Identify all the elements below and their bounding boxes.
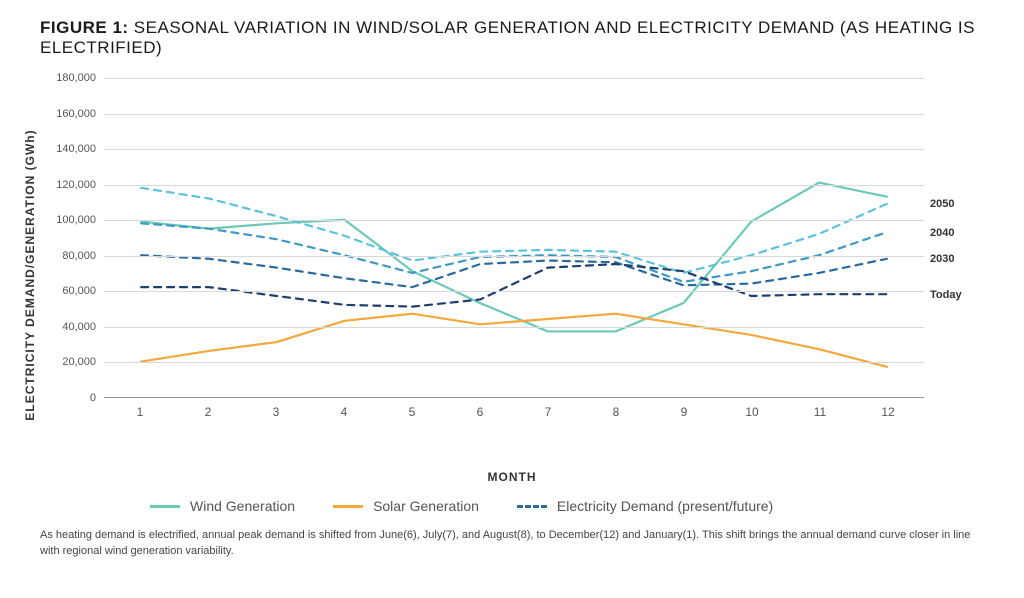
series-solar: [141, 314, 887, 367]
x-tick: 2: [205, 397, 212, 419]
gridline: [104, 220, 924, 221]
legend-label: Electricity Demand (present/future): [557, 498, 773, 514]
x-tick: 1: [137, 397, 144, 419]
y-axis-label: ELECTRICITY DEMAND/GENERATION (GWh): [23, 129, 37, 420]
gridline: [104, 114, 924, 115]
gridline: [104, 291, 924, 292]
chart-lines: [104, 78, 924, 397]
gridline: [104, 149, 924, 150]
gridline: [104, 327, 924, 328]
x-tick: 3: [273, 397, 280, 419]
y-tick: 140,000: [56, 143, 104, 155]
gridline: [104, 256, 924, 257]
x-tick: 10: [745, 397, 758, 419]
legend-item: Solar Generation: [333, 498, 479, 514]
series-end-label-demand_today: Today: [924, 289, 962, 301]
x-tick: 8: [613, 397, 620, 419]
y-tick: 60,000: [62, 285, 104, 297]
legend-swatch: [517, 505, 547, 508]
x-axis-label: MONTH: [488, 470, 537, 484]
x-tick: 4: [341, 397, 348, 419]
legend-label: Solar Generation: [373, 498, 479, 514]
series-demand_2030: [141, 255, 887, 287]
figure-title-text: SEASONAL VARIATION IN WIND/SOLAR GENERAT…: [40, 18, 975, 57]
series-demand_today: [141, 264, 887, 307]
series-end-label-demand_2050: 2050: [924, 198, 954, 210]
gridline: [104, 185, 924, 186]
x-tick: 5: [409, 397, 416, 419]
y-tick: 20,000: [62, 356, 104, 368]
legend-label: Wind Generation: [190, 498, 295, 514]
legend-swatch: [150, 505, 180, 508]
y-tick: 160,000: [56, 108, 104, 120]
y-tick: 100,000: [56, 214, 104, 226]
caption: As heating demand is electrified, annual…: [40, 528, 984, 560]
x-tick: 9: [681, 397, 688, 419]
y-tick: 80,000: [62, 250, 104, 262]
gridline: [104, 78, 924, 79]
x-tick: 7: [545, 397, 552, 419]
plot-area: 020,00040,00060,00080,000100,000120,0001…: [104, 78, 924, 398]
y-tick: 0: [90, 392, 104, 404]
chart: ELECTRICITY DEMAND/GENERATION (GWh) 020,…: [40, 70, 984, 480]
figure-title: FIGURE 1: SEASONAL VARIATION IN WIND/SOL…: [40, 18, 984, 58]
x-tick: 11: [814, 397, 826, 419]
series-demand_2050: [141, 188, 887, 273]
gridline: [104, 362, 924, 363]
legend: Wind Generation Solar Generation Electrici…: [40, 498, 984, 514]
y-tick: 40,000: [62, 321, 104, 333]
legend-swatch: [333, 505, 363, 508]
series-end-label-demand_2030: 2030: [924, 253, 954, 265]
x-tick: 6: [477, 397, 484, 419]
y-tick: 120,000: [56, 179, 104, 191]
legend-item: Wind Generation: [150, 498, 295, 514]
series-end-label-demand_2040: 2040: [924, 227, 954, 239]
legend-item: Electricity Demand (present/future): [517, 498, 773, 514]
figure-label: FIGURE 1:: [40, 18, 129, 37]
y-tick: 180,000: [56, 72, 104, 84]
series-demand_2040: [141, 223, 887, 281]
x-tick: 12: [881, 397, 894, 419]
